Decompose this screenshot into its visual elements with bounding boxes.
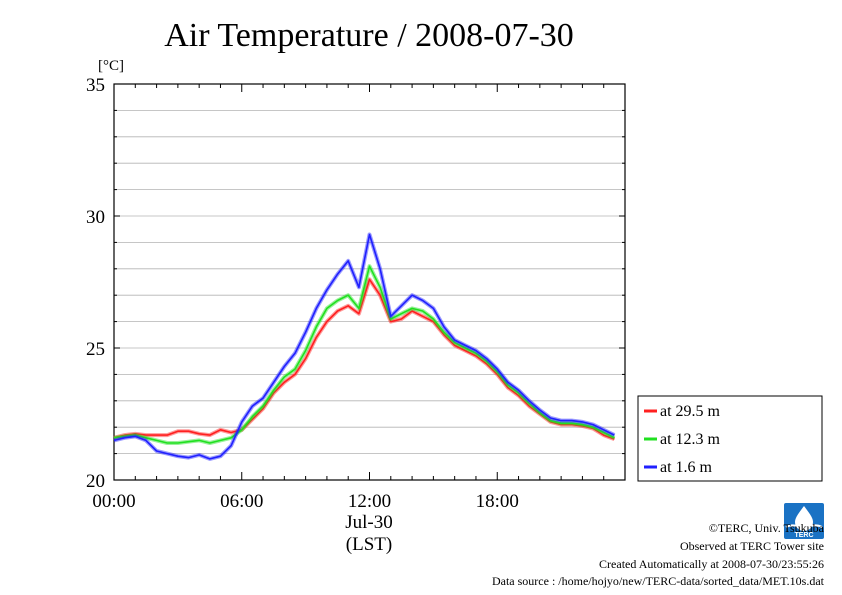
y-tick-label: 20 [86,471,105,492]
x-tick-label: 12:00 [348,491,391,512]
series-halo-2 [113,232,616,461]
terc-logo: TERC [784,503,824,539]
x-tick-label: 18:00 [476,491,519,512]
series-line-1 [113,265,615,444]
y-tick-label: 30 [86,207,105,228]
credit-observed: Observed at TERC Tower site [679,539,824,553]
series-lines [113,232,616,461]
y-tick-label: 35 [86,75,105,96]
water-drop-icon [795,506,813,531]
wave-icon [785,524,823,531]
series-line-2 [113,233,615,460]
credit-created: Created Automatically at 2008-07-30/23:5… [599,557,824,571]
y-tick-label: 25 [86,339,105,360]
x-axis-label: (LST) [346,534,392,555]
chart-title: Air Temperature / 2008-07-30 [164,17,574,54]
legend-label-2: at 1.6 m [660,459,713,476]
logo-text: TERC [794,532,813,539]
credit-copyright: ©TERC, Univ. Tsukuba [708,521,824,535]
axis-ticks: 20 25 30 35 00:00 06:00 12:00 18:00 [86,75,626,512]
legend-label-0: at 29.5 m [660,403,721,420]
series-halo-0 [113,277,616,441]
legend-label-1: at 12.3 m [660,431,721,448]
grid-lines [114,110,625,455]
x-tick-label: 00:00 [92,491,135,512]
x-date-label: Jul-30 [345,512,393,533]
series-halo-1 [113,264,616,445]
x-tick-label: 06:00 [220,491,263,512]
y-axis-unit: [°C] [98,58,124,74]
series-line-0 [113,278,615,440]
credit-source: Data source : /home/hojyo/new/TERC-data/… [491,574,824,588]
legend: at 29.5 m at 12.3 m at 1.6 m [637,395,823,482]
legend-box [637,395,823,482]
